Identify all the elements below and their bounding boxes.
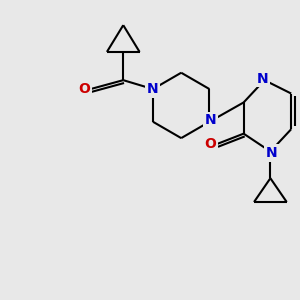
Text: N: N	[147, 82, 159, 96]
Text: O: O	[78, 82, 90, 96]
Text: N: N	[266, 146, 278, 160]
Text: O: O	[204, 137, 216, 151]
Text: N: N	[205, 113, 217, 127]
Text: N: N	[257, 72, 269, 86]
